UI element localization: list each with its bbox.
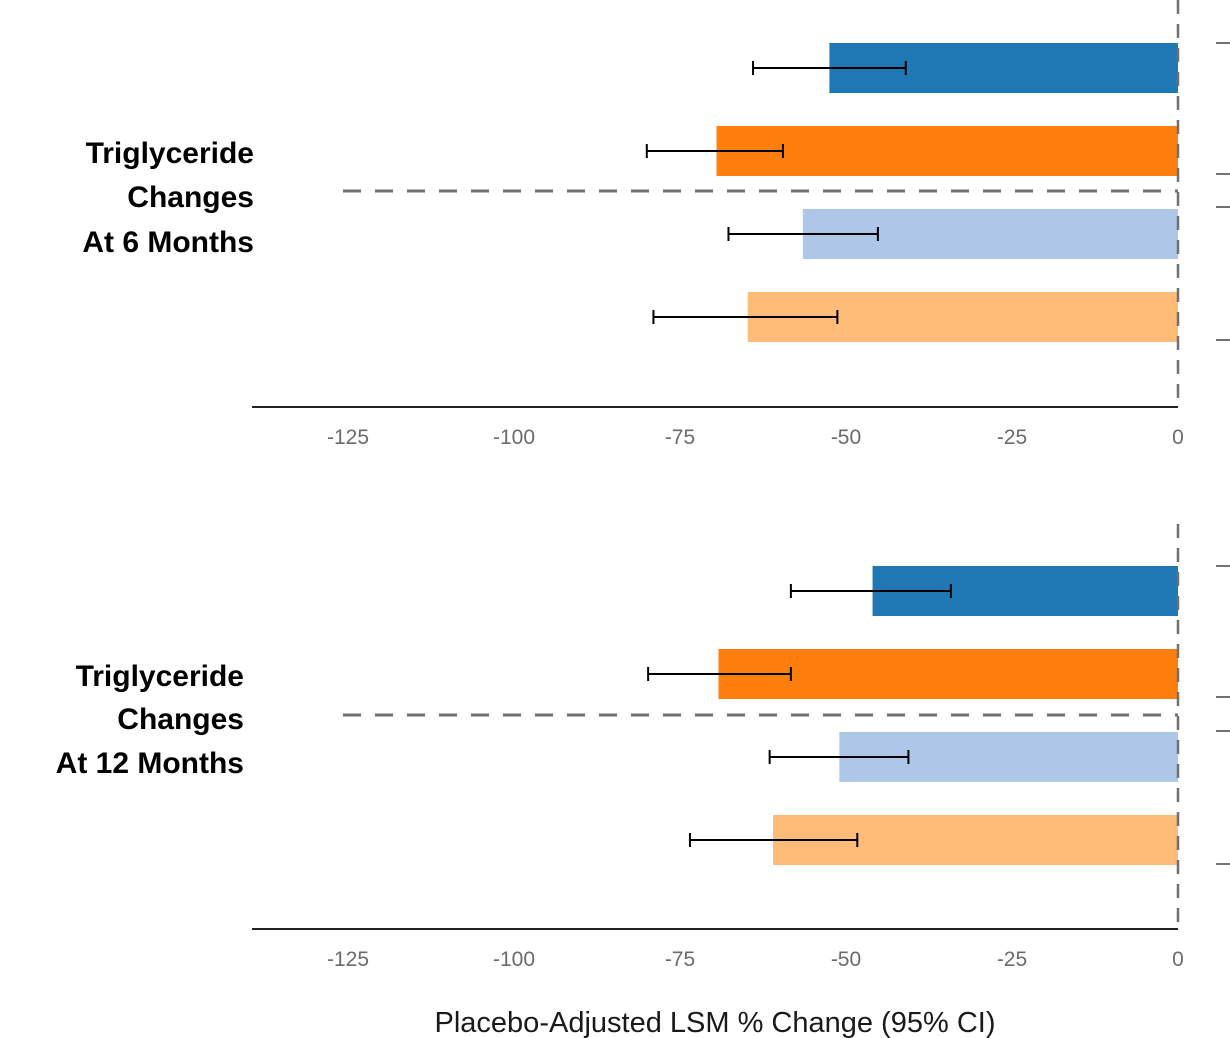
- x-tick-label: 0: [1172, 426, 1184, 449]
- x-tick-label: -125: [327, 948, 369, 971]
- panel-label-line: Changes: [127, 181, 254, 214]
- x-tick-label: -75: [665, 948, 695, 971]
- chart-panel-2: Triglyceride Changes At 12 Months -125 -100 -…: [56, 524, 1230, 971]
- x-tick-label: -50: [831, 426, 861, 449]
- x-tick-label: -75: [665, 426, 695, 449]
- x-tick-label: -25: [997, 948, 1027, 971]
- panel-label-line: Triglyceride: [86, 137, 254, 170]
- x-tick-label: -125: [327, 426, 369, 449]
- chart-panel-1: Triglyceride Changes At 6 Months -125 -100 -7…: [82, 0, 1230, 449]
- panel-label-line: At 12 Months: [56, 747, 244, 780]
- x-tick-label: -100: [493, 426, 535, 449]
- bar: [718, 649, 1178, 699]
- x-tick-label: -100: [493, 948, 535, 971]
- panel-label: Triglyceride Changes At 6 Months: [82, 137, 254, 259]
- panel-label-line: At 6 Months: [82, 226, 254, 259]
- x-tick-label: 0: [1172, 948, 1184, 971]
- panel-label-line: Changes: [117, 703, 244, 736]
- x-tick-label: -25: [997, 426, 1027, 449]
- x-tick-label: -50: [831, 948, 861, 971]
- panel-label-line: Triglyceride: [76, 660, 244, 693]
- bar: [716, 126, 1178, 176]
- panel-label: Triglyceride Changes At 12 Months: [56, 660, 244, 780]
- x-axis-title: Placebo-Adjusted LSM % Change (95% CI): [435, 1007, 996, 1038]
